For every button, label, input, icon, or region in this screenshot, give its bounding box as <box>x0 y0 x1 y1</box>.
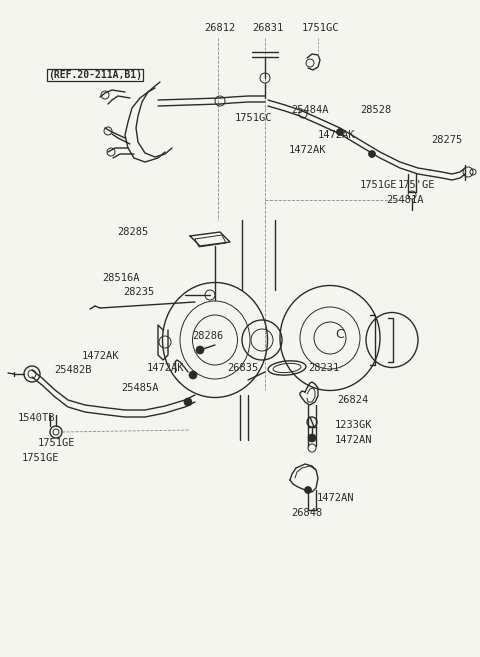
Text: 26835: 26835 <box>227 363 258 373</box>
Circle shape <box>189 371 197 379</box>
Text: 1472AN: 1472AN <box>316 493 354 503</box>
Text: 1751GC: 1751GC <box>234 113 272 123</box>
Text: 28516A: 28516A <box>102 273 140 283</box>
Text: 28275: 28275 <box>432 135 463 145</box>
Text: 26812: 26812 <box>204 23 236 33</box>
Text: 1751GE: 1751GE <box>21 453 59 463</box>
Circle shape <box>184 398 192 406</box>
Circle shape <box>304 486 312 493</box>
Text: 25484A: 25484A <box>291 105 329 115</box>
Circle shape <box>369 150 375 158</box>
Text: 1540TB: 1540TB <box>18 413 56 423</box>
Text: 1751GE: 1751GE <box>359 180 397 190</box>
Text: 26848: 26848 <box>291 508 323 518</box>
Text: (REF.20-211A,B1): (REF.20-211A,B1) <box>48 70 142 80</box>
Text: 28231: 28231 <box>308 363 340 373</box>
Text: 175'GE: 175'GE <box>397 180 435 190</box>
Text: 1472AK: 1472AK <box>317 130 355 140</box>
Text: 28528: 28528 <box>360 105 392 115</box>
Text: 1472AK: 1472AK <box>81 351 119 361</box>
Text: 1472AN: 1472AN <box>335 435 372 445</box>
Text: 28235: 28235 <box>124 287 155 297</box>
Text: 28286: 28286 <box>192 331 224 341</box>
Text: C: C <box>336 328 344 342</box>
Text: 1751GE: 1751GE <box>37 438 75 448</box>
Text: 1472AK: 1472AK <box>288 145 326 155</box>
Text: 1751GC: 1751GC <box>301 23 339 33</box>
Text: 1472AK: 1472AK <box>146 363 184 373</box>
Text: 1233GK: 1233GK <box>335 420 372 430</box>
Text: 28285: 28285 <box>117 227 148 237</box>
Circle shape <box>336 129 344 135</box>
Text: 26831: 26831 <box>252 23 284 33</box>
Text: 26824: 26824 <box>337 395 368 405</box>
Circle shape <box>196 346 204 354</box>
Text: 25482B: 25482B <box>54 365 92 375</box>
Text: 25485A: 25485A <box>121 383 159 393</box>
Text: 25481A: 25481A <box>386 195 424 205</box>
Circle shape <box>308 434 316 442</box>
